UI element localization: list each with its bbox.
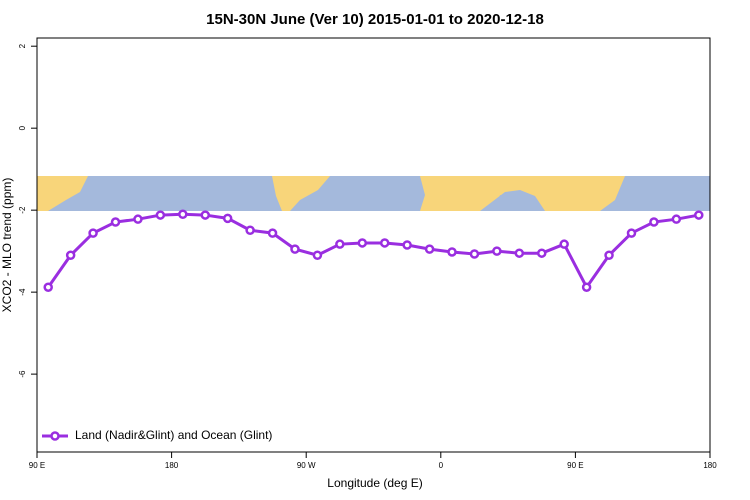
point [290,244,300,254]
y-tick-label: -4 [18,288,27,296]
point [65,250,76,260]
point [357,238,368,248]
y-tick-label: 2 [18,43,27,48]
point [402,240,412,250]
point [133,214,143,224]
point [671,214,682,224]
series-line [46,212,700,291]
point [267,228,278,238]
point [694,210,704,220]
point [492,246,502,256]
point [649,217,659,227]
point [447,247,457,257]
point [604,250,614,260]
legend-marker [50,431,60,441]
point [424,244,435,254]
point [581,282,592,292]
point [155,210,166,220]
point [335,239,345,249]
y-tick-label: 0 [18,125,27,130]
y-axis-label: XCO2 - MLO trend (ppm) [0,178,14,313]
x-tick-label: 180 [165,461,179,470]
y-tick-label: -6 [18,370,27,378]
point [514,248,525,258]
point [43,282,53,292]
point [200,210,210,220]
y-tick-label: -2 [18,206,27,214]
x-tick-label: 0 [439,461,444,470]
point [110,217,121,227]
x-axis-label: Longitude (deg E) [327,476,422,490]
point [469,249,480,259]
x-tick-label: 180 [703,461,717,470]
point [312,250,323,260]
x-tick-label: 90 W [297,461,316,470]
point [379,238,390,248]
point [559,239,569,249]
legend-label: Land (Nadir&Glint) and Ocean (Glint) [75,428,272,442]
point [222,213,233,224]
x-tick-label: 90 E [567,461,583,470]
point [537,248,547,258]
point [178,209,188,220]
legend: Land (Nadir&Glint) and Ocean (Glint) [42,428,272,442]
point [626,228,637,238]
point [88,228,98,238]
point [245,225,255,235]
plot-frame [36,37,711,453]
x-tick-label: 90 E [29,461,45,470]
map-strip [37,176,710,211]
chart-title: 15N-30N June (Ver 10) 2015-01-01 to 2020… [206,11,544,28]
